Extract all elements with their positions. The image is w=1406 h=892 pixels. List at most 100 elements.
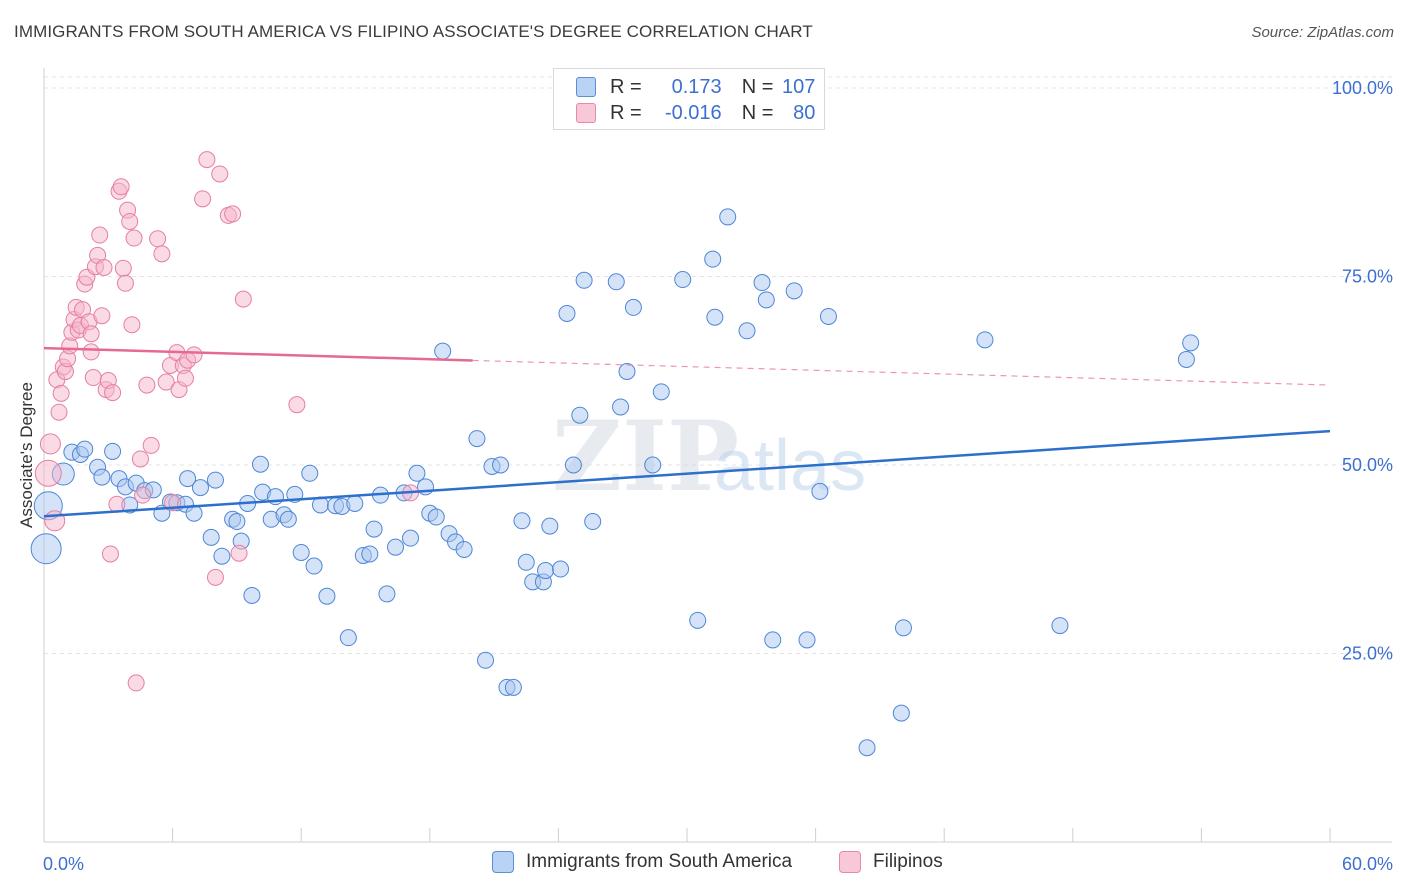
point-pink-25 [93,307,111,325]
point-pink-33 [112,178,130,196]
point-blue-23 [206,471,224,489]
point-pink-64 [288,396,306,414]
y-tick-label-100: 100.0% [1332,78,1393,98]
x-tick-label-right: 60.0% [1342,854,1393,874]
point-blue-80 [607,273,625,291]
source-label: Source: ZipAtlas.com [1251,24,1394,41]
point-blue-53 [402,529,420,547]
point-blue-54 [408,464,426,482]
legend-item-south-america[interactable]: Immigrants from South America [492,851,792,873]
legend-swatch-pink-bottom [839,851,861,873]
point-pink-19 [82,325,100,343]
point-blue-89 [719,208,737,226]
point-blue-102 [976,331,994,349]
point-blue-78 [575,271,593,289]
legend-r-label-2: R = [610,101,642,124]
point-pink-26 [95,258,113,276]
point-blue-90 [706,308,724,326]
trend-line-pink-dashed [472,359,1331,386]
legend-swatch-blue [576,77,596,97]
point-blue-87 [689,611,707,629]
y-tick-label-75: 75.0% [1342,267,1393,287]
point-blue-30 [251,455,269,473]
y-tick-label-50: 50.0% [1342,455,1393,475]
y-tick-label-25: 25.0% [1342,644,1393,664]
point-blue-63 [477,651,495,669]
point-pink-46 [153,245,171,263]
point-pink-57 [198,151,216,169]
point-pink-62 [230,544,248,562]
point-blue-26 [228,513,246,531]
point-blue-29 [243,586,261,604]
point-blue-94 [764,631,782,649]
point-blue-58 [434,342,452,360]
point-blue-50 [378,585,396,603]
point-blue-69 [517,553,535,571]
point-blue-97 [811,482,829,500]
point-pink-4 [50,403,68,421]
point-blue-37 [292,543,310,561]
point-blue-75 [558,304,576,322]
point-pink-31 [108,495,126,513]
point-pink-21 [84,369,102,387]
point-blue-7 [93,468,111,486]
point-pink-53 [176,369,194,387]
legend-r-value-2: -0.016 [664,101,722,124]
point-blue-88 [704,250,722,268]
point-pink-34 [114,259,132,277]
point-blue-21 [191,479,209,497]
point-blue-67 [504,678,522,696]
point-pink-0 [34,459,62,487]
point-blue-5 [76,440,94,458]
point-blue-73 [541,517,559,535]
point-blue-44 [339,629,357,647]
point-pink-61 [224,205,242,223]
point-pink-55 [185,346,203,364]
data-points [30,151,1200,757]
x-tick-label-left: 0.0% [43,854,84,874]
point-blue-65 [492,456,510,474]
point-blue-51 [387,538,405,556]
point-blue-81 [612,398,630,416]
point-blue-96 [798,631,816,649]
point-pink-20 [82,343,100,361]
point-blue-0 [30,533,62,565]
point-blue-24 [213,547,231,565]
point-blue-100 [892,704,910,722]
trend-line-pink [43,346,473,362]
point-blue-86 [674,271,692,289]
point-blue-45 [346,494,364,512]
point-blue-105 [1182,334,1200,352]
chart-title: IMMIGRANTS FROM SOUTH AMERICA VS FILIPIN… [14,22,813,41]
point-blue-91 [738,322,756,340]
legend-label-filipinos: Filipinos [873,851,943,872]
point-blue-85 [652,383,670,401]
point-pink-38 [123,316,141,334]
legend-n-value-1: 107 [782,75,816,98]
series-legend: Immigrants from South America Filipinos [0,851,1406,879]
point-pink-47 [157,373,175,391]
point-pink-63 [234,290,252,308]
legend-r-label-1: R = [610,75,642,98]
point-blue-82 [618,363,636,381]
point-blue-19 [179,470,197,488]
legend-label-south-america: Immigrants from South America [526,851,793,872]
legend-item-filipinos[interactable]: Filipinos [839,851,943,873]
point-pink-30 [104,384,122,402]
point-pink-5 [52,384,70,402]
point-blue-39 [305,557,323,575]
point-pink-45 [149,230,167,248]
point-pink-40 [127,674,145,692]
point-blue-57 [427,508,445,526]
point-blue-62 [468,430,486,448]
point-blue-41 [318,587,336,605]
point-blue-22 [202,528,220,546]
point-blue-76 [564,456,582,474]
point-pink-44 [142,436,160,454]
point-blue-74 [552,560,570,578]
point-blue-77 [571,406,589,424]
point-pink-35 [116,274,134,292]
point-pink-24 [91,226,109,244]
legend-row-series2: R = -0.016 N = 80 [576,100,815,126]
